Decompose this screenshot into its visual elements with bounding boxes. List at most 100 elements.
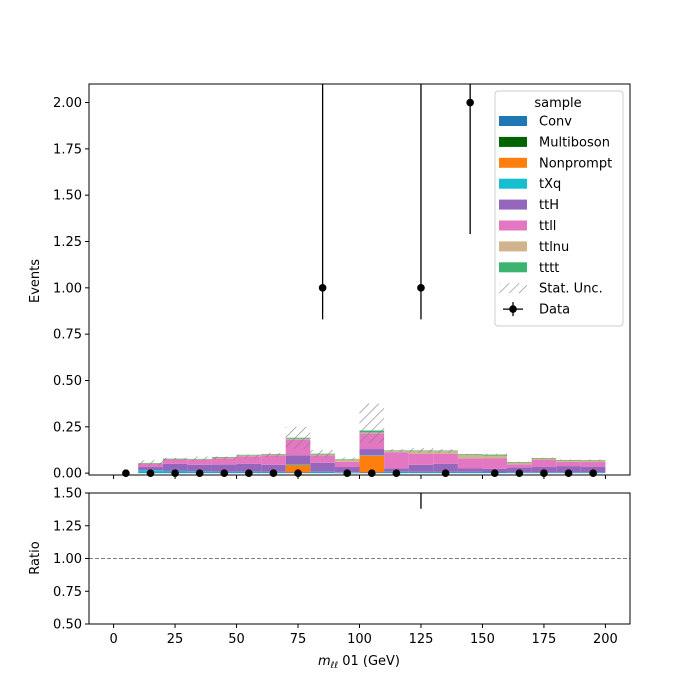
stat-unc-bin-11	[408, 447, 434, 453]
bar-ttll-bin-3	[211, 458, 237, 465]
stat-unc-bin-10	[384, 449, 409, 452]
bar-ttll-bin-12	[433, 453, 458, 464]
stat-unc-bin-9	[359, 403, 385, 444]
legend-label-txq: tXq	[539, 177, 561, 192]
stat-unc-bin-3	[211, 456, 237, 460]
ratio-ytick-label-3: 1.25	[53, 519, 82, 534]
x-axis-label-main: m	[318, 654, 331, 669]
bar-nonprompt-bin-6	[285, 464, 311, 473]
legend-swatch-conv	[499, 116, 527, 126]
ratio-y-axis-label: Ratio	[28, 541, 43, 574]
legend-label-ttll: ttll	[539, 219, 556, 234]
ratio-y-axis-ticks: 0.50 0.75 1.00 1.25 1.50	[53, 487, 89, 633]
legend-label-tth: ttH	[539, 198, 559, 213]
data-point-1	[146, 469, 155, 477]
bar-ttll-bin-13	[457, 458, 483, 469]
bar-ttll-bin-2	[187, 459, 212, 465]
main-ytick-label-8: 2.00	[53, 96, 82, 111]
legend-label-conv: Conv	[539, 115, 572, 130]
bar-conv-bin-11	[408, 472, 434, 474]
bar-ttlnu-bin-16	[531, 458, 557, 460]
bar-txq-bin-6	[285, 464, 311, 465]
data-point-11	[392, 469, 401, 477]
bar-txq-bin-9	[359, 455, 385, 456]
ratio-ytick-label-4: 1.50	[53, 487, 82, 502]
main-ytick-label-3: 0.75	[53, 328, 82, 343]
ratio-xtick-label-4: 100	[347, 632, 372, 647]
ratio-xtick-label-6: 150	[470, 632, 495, 647]
bar-ttlnu-bin-14	[482, 455, 508, 459]
bar-tth-bin-4	[236, 463, 262, 472]
data-point-4	[220, 469, 229, 477]
main-ytick-label-5: 1.25	[53, 235, 82, 250]
bar-ttlnu-bin-18	[580, 460, 606, 463]
bar-ttlnu-bin-13	[457, 454, 483, 459]
ratio-xtick-label-2: 50	[228, 632, 245, 647]
stat-unc-bin-17	[556, 459, 581, 461]
ratio-ytick-label-0: 0.50	[53, 618, 82, 633]
bar-txq-bin-7	[310, 471, 335, 473]
ratio-ytick-label-1: 0.75	[53, 585, 82, 600]
bar-tth-bin-5	[261, 464, 286, 472]
stat-unc-bin-18	[580, 459, 606, 461]
data-point-5	[245, 469, 253, 477]
data-point-18	[564, 469, 573, 477]
main-x-axis-ticks	[113, 475, 606, 479]
main-plot-panel: 0.00 0.25 0.50 0.75 1.00 1.25 1.50 1.75 2.00 Eve…	[28, 83, 631, 482]
ratio-xtick-label-7: 175	[532, 632, 557, 647]
stat-unc-bin-0	[138, 460, 163, 466]
legend-label-data: Data	[539, 303, 570, 318]
bar-txq-bin-13	[457, 471, 483, 473]
bar-tth-bin-6	[285, 455, 311, 465]
bar-ttll-bin-15	[507, 464, 532, 468]
legend-swatch-stat-unc-	[499, 283, 527, 294]
ratio-xtick-label-1: 25	[167, 632, 184, 647]
legend-swatch-ttlnu	[499, 241, 527, 252]
stat-unc-bin-14	[482, 453, 508, 456]
bar-ttll-bin-4	[236, 456, 262, 464]
data-point-19	[589, 469, 597, 477]
stat-unc-bin-13	[457, 453, 483, 455]
stat-uncertainty-bands	[138, 403, 606, 466]
bar-ttll-bin-5	[261, 455, 286, 465]
bar-ttll-bin-10	[384, 452, 409, 469]
bar-ttll-bin-17	[556, 461, 581, 467]
ratio-xtick-label-0: 0	[109, 632, 117, 647]
bar-tth-bin-11	[408, 464, 434, 472]
bar-tth-bin-7	[310, 462, 335, 472]
x-axis-label: mℓℓ 01 (GeV)	[318, 654, 400, 671]
stat-unc-bin-16	[531, 457, 557, 459]
main-ytick-label-6: 1.50	[53, 189, 82, 204]
legend-title: sample	[534, 96, 581, 111]
bar-conv-bin-7	[310, 472, 335, 474]
ratio-xtick-label-3: 75	[290, 632, 307, 647]
data-point-6	[269, 469, 278, 477]
data-point-8	[318, 284, 327, 292]
stat-unc-bin-6	[285, 426, 311, 450]
data-point-0	[122, 469, 130, 477]
stat-unc-bin-15	[507, 461, 532, 463]
bar-tth-bin-2	[187, 464, 212, 472]
bar-ttll-bin-1	[162, 459, 188, 464]
bar-txq-bin-11	[408, 471, 434, 473]
stat-unc-bin-1	[162, 457, 188, 461]
data-point-3	[195, 469, 204, 477]
legend-label-stat-unc-: Stat. Unc.	[539, 282, 603, 297]
legend-swatch-tttt	[499, 262, 527, 273]
main-ytick-label-2: 0.50	[53, 374, 82, 389]
legend-label-ttlnu: ttlnu	[539, 240, 569, 255]
data-point-10	[367, 469, 376, 477]
main-ytick-label-4: 1.00	[53, 281, 82, 296]
stat-unc-bin-2	[187, 456, 212, 462]
data-point-14	[466, 98, 474, 107]
main-y-axis-ticks: 0.00 0.25 0.50 0.75 1.00 1.25 1.50 1.75 2.00	[53, 96, 89, 482]
stat-unc-bin-8	[334, 457, 360, 461]
data-point-9	[343, 469, 352, 477]
bar-ttll-bin-11	[408, 453, 434, 465]
main-ytick-label-7: 1.75	[53, 142, 82, 157]
legend-marker-data	[509, 305, 517, 313]
data-point-16	[515, 469, 524, 477]
x-axis-label-suffix: 01 (GeV)	[338, 654, 400, 669]
main-ytick-label-0: 0.00	[53, 467, 82, 482]
